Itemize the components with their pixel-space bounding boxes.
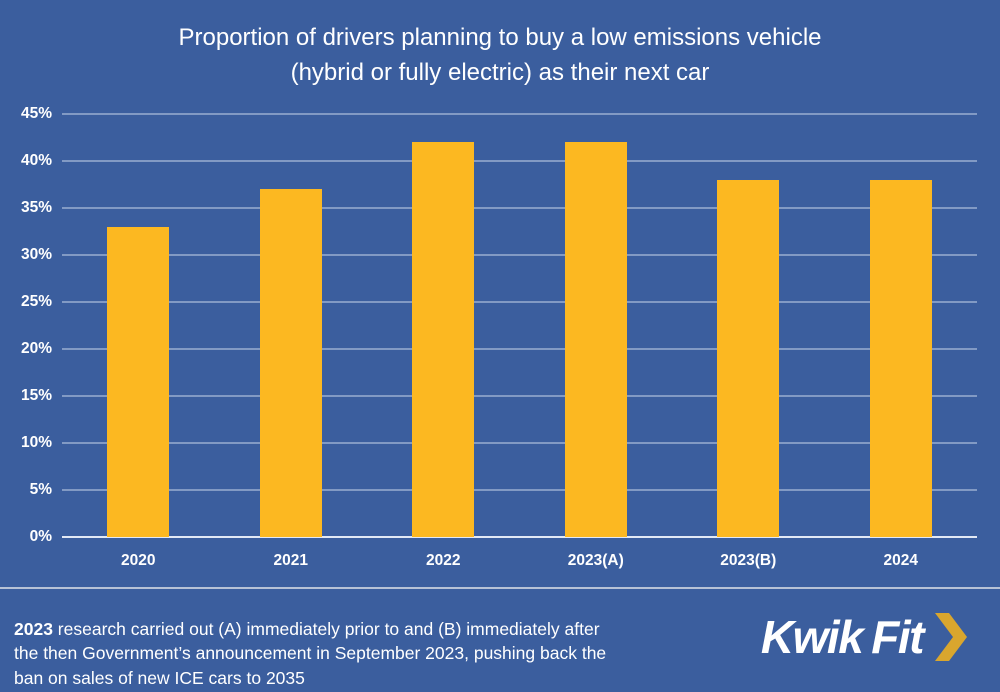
chart-title-line-1: Proportion of drivers planning to buy a … [178, 24, 822, 51]
bar-2021 [259, 189, 322, 537]
footnote-bold-prefix: 2023 [14, 618, 53, 639]
y-tick-label-5: 5% [29, 481, 52, 498]
x-tick-label-2022: 2022 [426, 552, 461, 569]
chevron-right-icon [935, 613, 967, 661]
bar-slot-2020 [62, 114, 215, 537]
logo-text-fit: Fit [871, 611, 924, 663]
bars [62, 114, 977, 537]
y-tick-label-25: 25% [20, 293, 52, 310]
gridline-5 [62, 489, 977, 491]
x-tick-label-2023(A): 2023(A) [567, 552, 624, 569]
chart-title-line-2: (hybrid or fully electric) as their next… [290, 59, 710, 86]
bar-2024 [869, 179, 932, 537]
x-tick-label-2021: 2021 [273, 552, 308, 569]
y-tick-label-0: 0% [29, 528, 52, 545]
x-tick-label-2020: 2020 [121, 552, 156, 569]
y-tick-label-40: 40% [20, 152, 52, 169]
gridline-10 [62, 442, 977, 444]
bar-2023(A) [564, 142, 627, 537]
footer-divider [0, 587, 1000, 589]
y-axis-labels: 0% 5% 10% 15% 20% 25% 30% 35% 40% 45% [0, 105, 52, 545]
bar-2022 [412, 142, 475, 537]
y-tick-label-15: 15% [20, 387, 52, 405]
gridline-0 [62, 536, 977, 538]
logo-text: Kwik Fit [760, 611, 925, 663]
bar-slot-2023(A) [520, 114, 673, 537]
gridline-25 [62, 301, 977, 303]
kwikfit-logo: Kwik Fit [761, 612, 967, 662]
plot-area [62, 113, 977, 538]
gridline-30 [62, 254, 977, 256]
x-tick-label-2023(B): 2023(B) [720, 552, 777, 569]
bar-slot-2023(B) [672, 114, 825, 537]
chart-title: Proportion of drivers planning to buy a … [0, 20, 1000, 90]
y-tick-label-30: 30% [20, 246, 52, 264]
gridline-35 [62, 207, 977, 209]
footnote: 2023 research carried out (A) immediatel… [14, 617, 704, 691]
bar-slot-2021 [215, 114, 368, 537]
y-tick-label-10: 10% [20, 434, 52, 451]
footnote-line-3: ban on sales of new ICE cars to 2035 [14, 667, 305, 688]
bar-slot-2024 [825, 114, 978, 537]
bar-2020 [107, 226, 170, 537]
y-tick-label-20: 20% [20, 340, 52, 357]
x-tick-label-2024: 2024 [883, 552, 918, 569]
bar-slot-2022 [367, 114, 520, 537]
y-tick-label-35: 35% [20, 199, 52, 216]
logo-text-kwik: Kwik [760, 611, 864, 663]
gridline-15 [62, 395, 977, 397]
gridline-20 [62, 348, 977, 350]
gridline-40 [62, 160, 977, 162]
y-tick-label-45: 45% [20, 105, 52, 122]
x-axis-labels: 2020 2021 2022 2023(A) 2023(B) 2024 [62, 552, 977, 570]
footnote-line-1: research carried out (A) immediately pri… [52, 618, 600, 639]
footnote-line-2: the then Government’s announcement in Se… [14, 643, 607, 663]
gridline-45 [62, 113, 977, 115]
bar-2023(B) [717, 179, 780, 537]
